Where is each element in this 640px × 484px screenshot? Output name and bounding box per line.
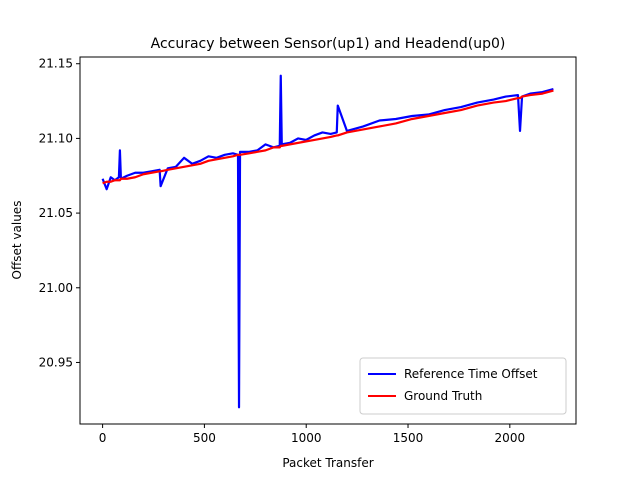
x-tick-label: 500 (193, 431, 216, 445)
series-line (102, 89, 554, 185)
y-tick-label: 21.00 (39, 281, 73, 295)
legend-label: Ground Truth (404, 389, 482, 403)
legend-label: Reference Time Offset (404, 367, 538, 381)
chart-title: Accuracy between Sensor(up1) and Headend… (151, 36, 506, 52)
legend-box (359, 357, 567, 415)
x-tick-label: 2000 (495, 431, 526, 445)
y-tick-label: 21.10 (39, 131, 73, 145)
x-tick-label: 1000 (291, 431, 322, 445)
y-tick-label: 20.95 (39, 355, 73, 369)
legend: Reference Time Offset Ground Truth (359, 357, 567, 415)
plot-area (101, 74, 554, 409)
x-tick-label: 0 (99, 431, 107, 445)
y-tick-label: 21.15 (39, 57, 73, 71)
y-axis-label: Offset values (10, 201, 24, 280)
y-tick-label: 21.05 (39, 206, 73, 220)
x-axis-label: Packet Transfer (282, 456, 373, 470)
axes-frame (79, 56, 577, 425)
x-tick-label: 1500 (393, 431, 424, 445)
